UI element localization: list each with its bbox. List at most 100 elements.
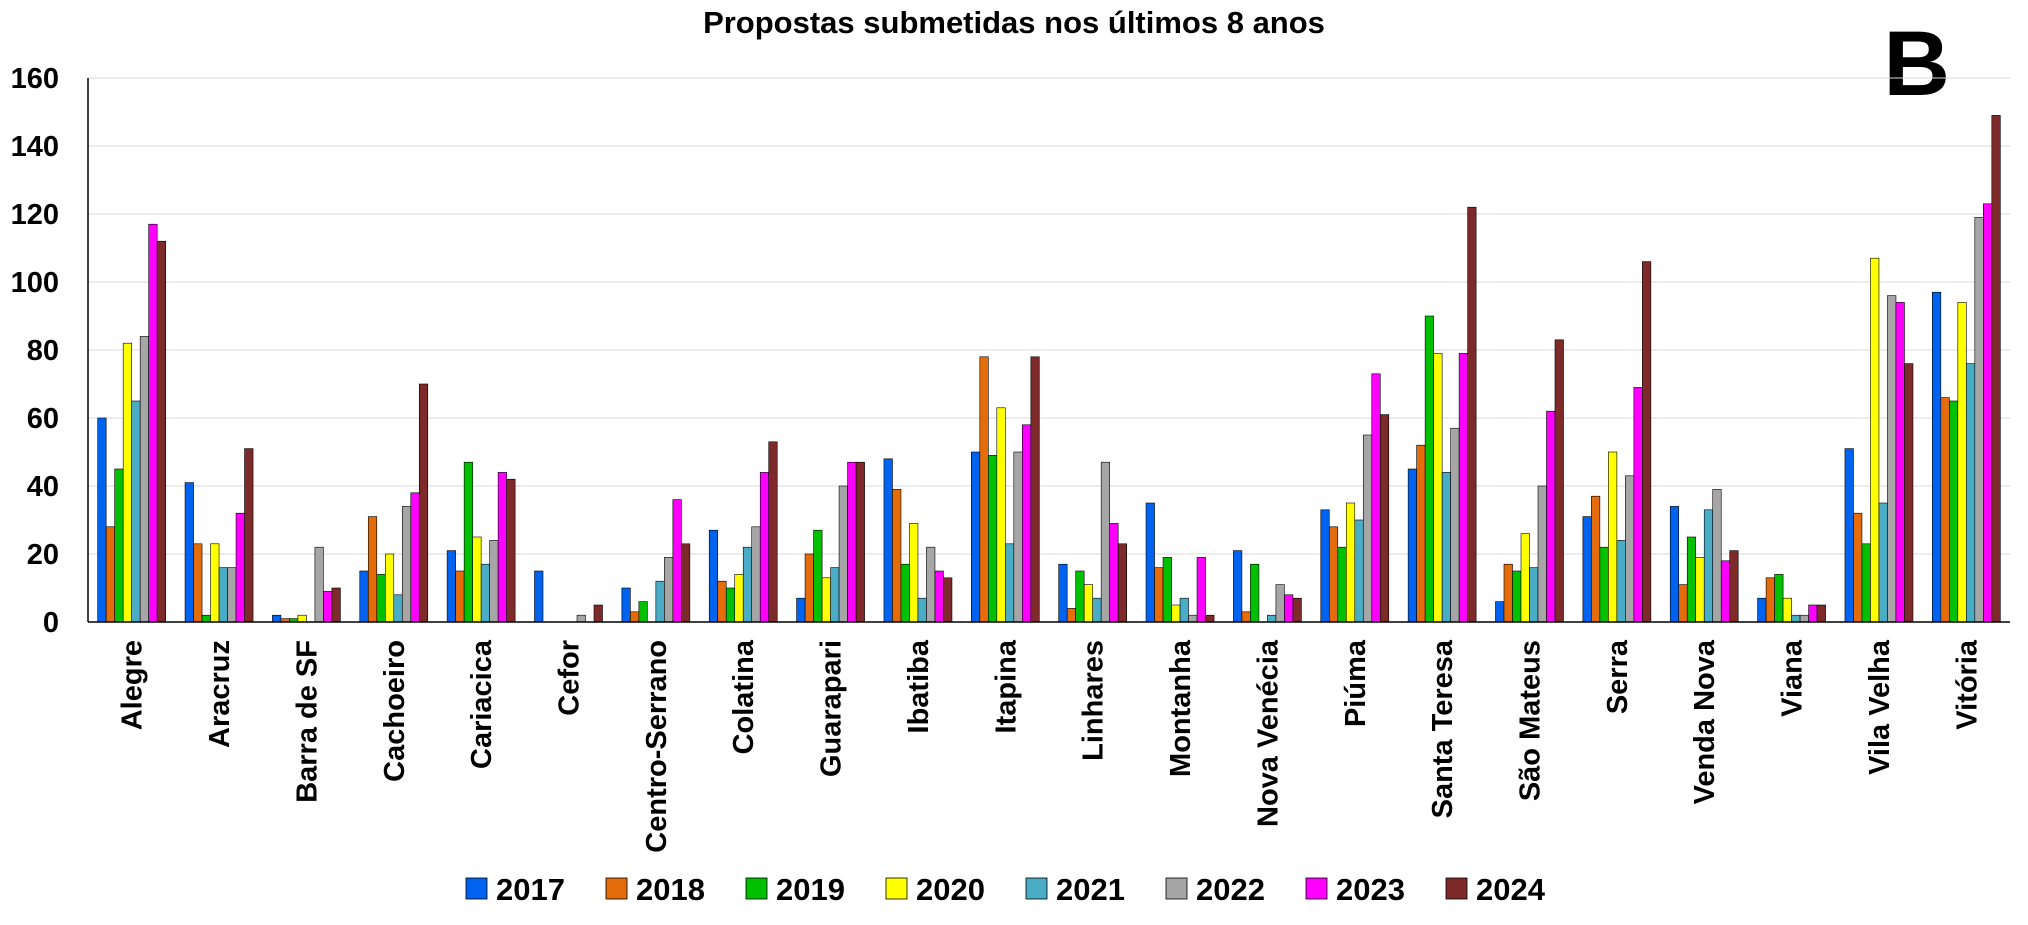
bar <box>139 336 149 623</box>
bar <box>821 577 831 623</box>
x-tick-label: Barra de SF <box>291 640 323 803</box>
bar <box>297 614 307 623</box>
bar <box>455 570 465 623</box>
bar <box>410 492 420 623</box>
bar <box>971 451 981 623</box>
bar <box>934 570 944 623</box>
bar <box>664 557 674 623</box>
bar <box>1275 584 1285 623</box>
bar <box>1529 567 1539 623</box>
bar <box>768 441 778 623</box>
bar <box>314 546 324 623</box>
bar <box>97 417 107 623</box>
bar <box>672 499 682 623</box>
bar <box>638 601 648 623</box>
bar <box>900 563 910 623</box>
bar <box>1075 570 1085 623</box>
bar <box>742 546 753 623</box>
bar <box>708 529 719 623</box>
bar <box>1416 444 1426 623</box>
bar <box>1013 451 1023 623</box>
bar <box>1379 414 1390 623</box>
bar <box>621 587 631 623</box>
bar <box>272 614 282 623</box>
bar <box>1791 614 1801 623</box>
x-tick-label: Santa Teresa <box>1427 639 1459 818</box>
bar <box>1591 495 1601 623</box>
bar <box>1712 489 1722 623</box>
bar <box>804 553 814 623</box>
bar <box>1695 557 1705 623</box>
bar <box>323 591 333 623</box>
bar <box>1292 597 1302 623</box>
bar <box>1949 400 1959 623</box>
bar <box>1546 410 1556 623</box>
bar <box>1870 257 1880 623</box>
bar <box>1887 295 1897 623</box>
bar <box>227 567 237 623</box>
bar <box>148 223 158 623</box>
bar <box>193 543 203 623</box>
bar <box>156 240 166 623</box>
legend-label: 2024 <box>1476 872 1546 907</box>
bar <box>1362 434 1373 623</box>
bar <box>1878 502 1888 623</box>
bar <box>1537 485 1547 623</box>
bar <box>1895 302 1905 623</box>
bar <box>1616 540 1626 623</box>
bar <box>1424 315 1434 623</box>
legend-swatch <box>745 877 768 900</box>
bar <box>576 614 586 623</box>
x-tick-label: Vitória <box>1951 639 1983 730</box>
legend-label: 2020 <box>916 872 985 907</box>
bar <box>830 567 840 623</box>
y-tick-label: 0 <box>43 607 59 639</box>
legend-swatch <box>605 877 628 900</box>
bar <box>1407 468 1417 623</box>
bar <box>838 485 848 623</box>
legend-swatch <box>1305 877 1328 900</box>
bar <box>1669 506 1680 623</box>
y-tick-label: 120 <box>11 199 59 231</box>
bar <box>1625 475 1635 623</box>
bar <box>1503 563 1513 623</box>
bar <box>1495 601 1505 623</box>
x-tick-label: Linhares <box>1078 640 1110 761</box>
legend-swatch <box>1025 877 1048 900</box>
bar <box>489 540 499 623</box>
bar <box>235 512 245 623</box>
y-tick-label: 80 <box>27 335 59 367</box>
bar <box>1520 533 1530 623</box>
x-tick-label: São Mateus <box>1515 640 1547 801</box>
legend-label: 2022 <box>1196 872 1265 907</box>
legend-label: 2021 <box>1056 872 1125 907</box>
y-tick-label: 140 <box>11 131 59 163</box>
bar <box>996 407 1006 623</box>
bar <box>218 567 228 623</box>
bar <box>655 580 665 623</box>
bar <box>1729 550 1739 623</box>
legend-label: 2023 <box>1336 872 1405 907</box>
bar <box>1974 217 1984 623</box>
y-tick-label: 160 <box>11 63 59 95</box>
bar <box>401 506 412 623</box>
x-tick-label: Venda Nova <box>1689 639 1721 804</box>
bar <box>1109 523 1119 623</box>
bar <box>943 577 953 623</box>
bar <box>1117 543 1127 623</box>
bar <box>1816 604 1826 623</box>
bar <box>1957 302 1967 623</box>
bar <box>1162 557 1172 623</box>
bar <box>1233 550 1243 623</box>
x-tick-label: Viana <box>1777 639 1809 717</box>
bar <box>1441 472 1451 623</box>
bar <box>1100 461 1110 623</box>
legend-swatch <box>1165 877 1188 900</box>
bar <box>1320 509 1330 623</box>
bar <box>1966 363 1976 623</box>
bar <box>201 614 211 623</box>
bar <box>393 594 403 623</box>
legend-swatch <box>465 877 488 900</box>
bar <box>1703 509 1714 623</box>
